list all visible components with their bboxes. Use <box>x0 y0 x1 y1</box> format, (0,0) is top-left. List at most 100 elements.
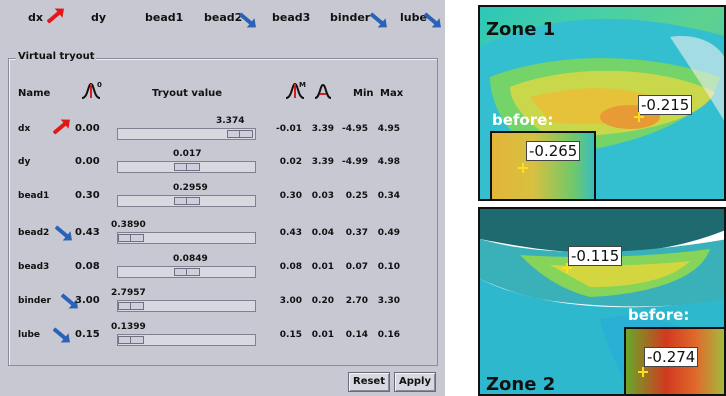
row-min: 0.37 <box>336 228 368 238</box>
header-tryout-value: Tryout value <box>152 88 222 99</box>
zone2-value-box: -0.115 <box>568 246 622 266</box>
zone1-view: Zone 1 before: -0.215 -0.265 <box>478 5 726 201</box>
toolbar-item-bead3[interactable]: bead3 <box>272 11 310 25</box>
toolbar-item-bead2[interactable]: bead2 <box>204 11 242 25</box>
slider-value-label: 0.3890 <box>111 220 146 230</box>
slider-thumb[interactable] <box>118 234 144 242</box>
row-mean: 0.15 <box>270 330 302 340</box>
row-initial-value: 0.15 <box>75 329 100 340</box>
zone1-point-marker <box>634 112 644 122</box>
row-max: 0.16 <box>368 330 400 340</box>
row-min: -4.99 <box>336 157 368 167</box>
row-max: 0.34 <box>368 191 400 201</box>
row-initial-value: 0.00 <box>75 156 100 167</box>
row-initial-value: 3.00 <box>75 295 100 306</box>
toolbar-item-lube[interactable]: lube <box>400 11 427 25</box>
slider-thumb[interactable] <box>118 302 144 310</box>
row-name: dx <box>18 124 30 134</box>
slider-thumb[interactable] <box>174 268 200 276</box>
row-name: bead2 <box>18 228 49 238</box>
slider-value-label: 0.2959 <box>173 183 208 193</box>
row-initial-value: 0.08 <box>75 261 100 272</box>
row-std: 0.01 <box>302 330 334 340</box>
row-std: 0.04 <box>302 228 334 238</box>
row-mean: 0.02 <box>270 157 302 167</box>
tryout-slider[interactable] <box>117 195 256 207</box>
row-std: 0.01 <box>302 262 334 272</box>
slider-thumb[interactable] <box>174 163 200 171</box>
tryout-slider[interactable] <box>117 128 256 140</box>
tryout-slider[interactable] <box>117 232 256 244</box>
row-std: 3.39 <box>302 124 334 134</box>
slider-value-label: 0.0849 <box>173 254 208 264</box>
zone2-point-marker <box>562 263 572 273</box>
row-max: 0.10 <box>368 262 400 272</box>
zone2-before-marker <box>638 367 648 377</box>
row-initial-value: 0.00 <box>75 123 100 134</box>
zone2-before-label: before: <box>628 306 689 324</box>
row-min: 2.70 <box>336 296 368 306</box>
zone2-before-value-box: -0.274 <box>644 347 698 367</box>
row-min: 0.14 <box>336 330 368 340</box>
row-name: bead1 <box>18 191 49 201</box>
zone1-before-inset: -0.265 <box>490 131 596 201</box>
tryout-slider[interactable] <box>117 161 256 173</box>
initial-distribution-icon: 0 <box>80 80 104 100</box>
header-max: Max <box>380 88 403 99</box>
zone2-before-inset: -0.274 <box>624 327 726 396</box>
std-distribution-icon <box>314 82 334 100</box>
virtual-tryout-group <box>8 58 438 366</box>
mean-distribution-icon: M <box>284 80 308 100</box>
row-min: 0.07 <box>336 262 368 272</box>
group-title: Virtual tryout <box>16 51 96 62</box>
zone1-before-marker <box>518 163 528 173</box>
toolbar-item-binder[interactable]: binder <box>330 11 370 25</box>
header-name: Name <box>18 88 50 99</box>
apply-button[interactable]: Apply <box>394 372 436 392</box>
zone1-before-label: before: <box>492 111 553 129</box>
slider-value-label: 2.7957 <box>111 288 146 298</box>
row-max: 4.98 <box>368 157 400 167</box>
row-name: bead3 <box>18 262 49 272</box>
slider-value-label: 0.1399 <box>111 322 146 332</box>
zone1-before-value-box: -0.265 <box>526 141 580 161</box>
blue-down-arrow-icon <box>370 12 385 25</box>
virtual-tryout-panel: dx dy bead1 bead2 bead3 binder lube Virt… <box>0 0 445 396</box>
slider-thumb[interactable] <box>174 197 200 205</box>
zone1-title: Zone 1 <box>486 19 555 40</box>
zone2-title: Zone 2 <box>486 374 555 395</box>
zone1-value-box: -0.215 <box>638 95 692 115</box>
row-initial-value: 0.30 <box>75 190 100 201</box>
slider-thumb[interactable] <box>227 130 253 138</box>
row-std: 0.03 <box>302 191 334 201</box>
row-min: 0.25 <box>336 191 368 201</box>
header-min: Min <box>353 88 374 99</box>
toolbar-item-dx[interactable]: dx <box>28 11 43 25</box>
red-up-arrow-icon <box>47 10 62 23</box>
row-std: 3.39 <box>302 157 334 167</box>
row-mean: 3.00 <box>270 296 302 306</box>
row-max: 3.30 <box>368 296 400 306</box>
slider-value-label: 3.374 <box>216 116 244 126</box>
row-min: -4.95 <box>336 124 368 134</box>
initial-icon-sup: 0 <box>97 81 102 89</box>
row-max: 4.95 <box>368 124 400 134</box>
row-name: lube <box>18 330 40 340</box>
slider-thumb[interactable] <box>118 336 144 344</box>
reset-button[interactable]: Reset <box>348 372 390 392</box>
row-max: 0.49 <box>368 228 400 238</box>
row-std: 0.20 <box>302 296 334 306</box>
toolbar-item-bead1[interactable]: bead1 <box>145 11 183 25</box>
row-mean: 0.30 <box>270 191 302 201</box>
zone2-view: Zone 2 -0.115 before: -0.274 <box>478 207 726 396</box>
slider-value-label: 0.017 <box>173 149 201 159</box>
tryout-slider[interactable] <box>117 266 256 278</box>
parameter-toolbar: dx dy bead1 bead2 bead3 binder lube <box>0 0 445 40</box>
tryout-slider[interactable] <box>117 300 256 312</box>
zone-visualizations: Zone 1 before: -0.215 -0.265 Zone 2 -0.1… <box>474 0 726 396</box>
row-name: dy <box>18 157 30 167</box>
tryout-slider[interactable] <box>117 334 256 346</box>
row-mean: 0.43 <box>270 228 302 238</box>
mean-icon-sup: M <box>299 81 306 89</box>
toolbar-item-dy[interactable]: dy <box>91 11 106 25</box>
